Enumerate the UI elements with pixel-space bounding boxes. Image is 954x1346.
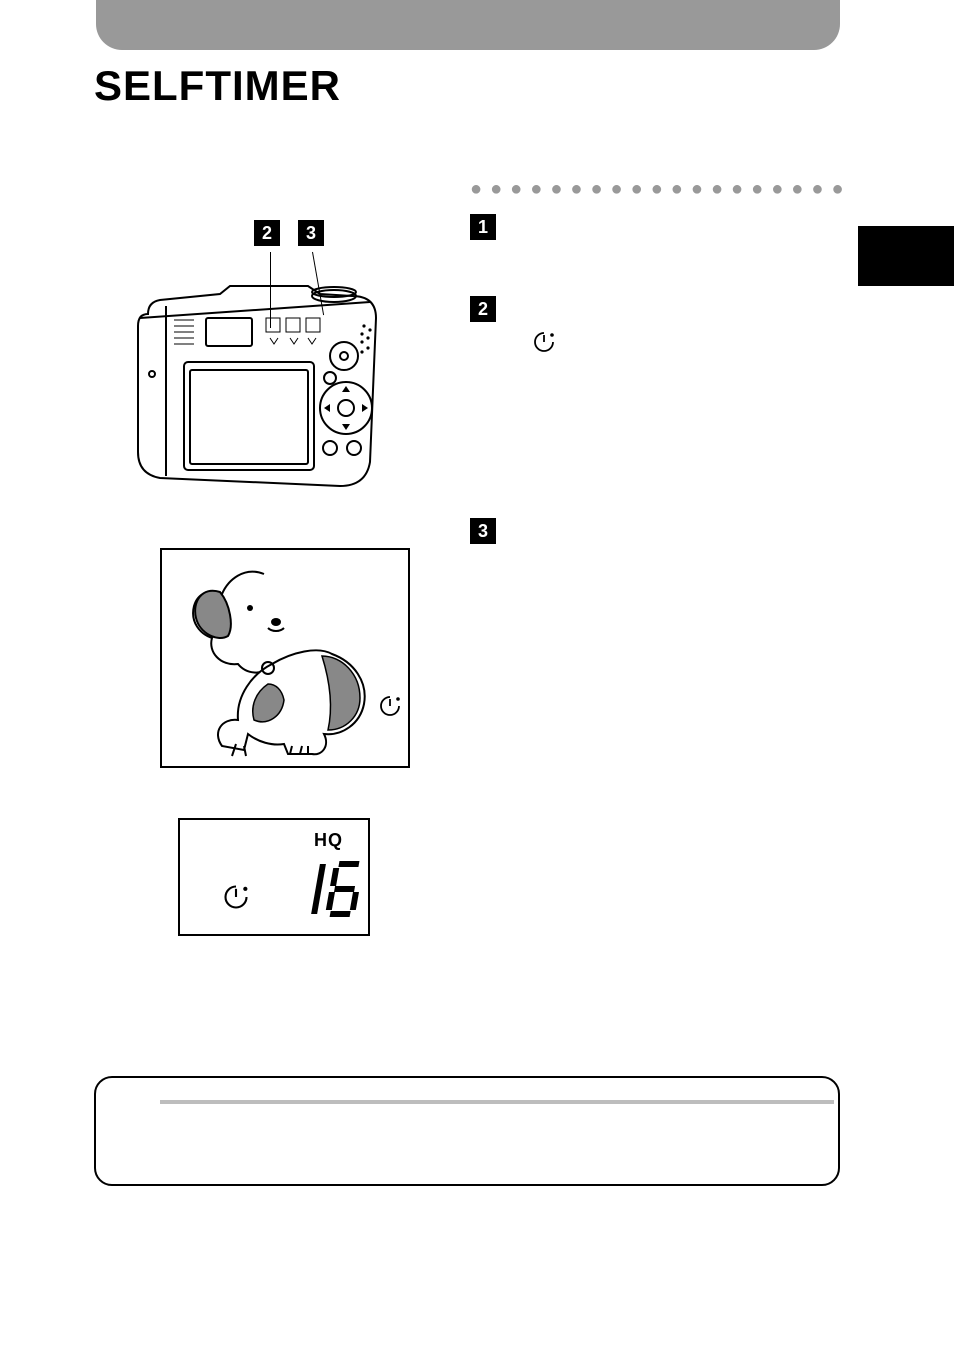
self-timer-icon-on-panel	[222, 883, 250, 911]
side-black-tab	[858, 226, 954, 286]
quality-indicator: HQ	[314, 830, 343, 851]
note-divider	[160, 1100, 834, 1104]
self-timer-icon	[532, 330, 556, 354]
camera-callout-3: 3	[298, 220, 324, 246]
top-gray-bar	[96, 0, 840, 50]
dotted-divider: ●●●●●●●●●●●●●●●●●●●●●●●●●●●●●●●●	[470, 178, 850, 201]
page-title: SELFTIMER	[94, 62, 341, 110]
camera-callout-2: 2	[254, 220, 280, 246]
step-marker-1: 1	[470, 214, 496, 240]
step-marker-3: 3	[470, 518, 496, 544]
note-box	[94, 1076, 840, 1186]
camera-illustration	[130, 278, 390, 488]
dog-illustration	[172, 556, 396, 762]
self-timer-icon-on-lcd	[378, 694, 402, 718]
remaining-shots-number	[310, 858, 364, 920]
step-marker-2: 2	[470, 296, 496, 322]
